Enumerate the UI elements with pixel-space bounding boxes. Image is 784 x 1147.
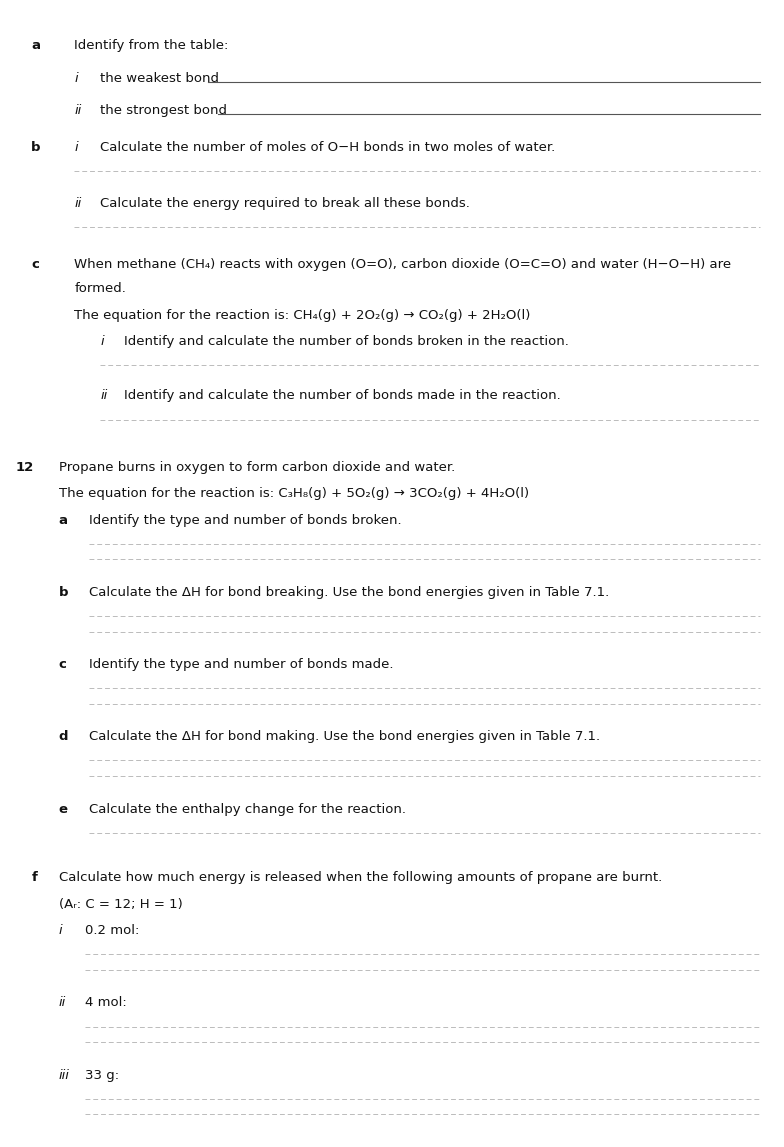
Text: (Aᵣ: C = 12; H = 1): (Aᵣ: C = 12; H = 1)	[59, 898, 183, 911]
Text: Identify the type and number of bonds made.: Identify the type and number of bonds ma…	[89, 658, 393, 671]
Text: Calculate how much energy is released when the following amounts of propane are : Calculate how much energy is released wh…	[59, 872, 662, 884]
Text: the strongest bond: the strongest bond	[100, 104, 227, 117]
Text: c: c	[59, 658, 67, 671]
Text: iii: iii	[59, 1069, 70, 1082]
Text: i: i	[74, 141, 78, 155]
Text: Identify the type and number of bonds broken.: Identify the type and number of bonds br…	[89, 514, 401, 526]
Text: ii: ii	[59, 997, 66, 1009]
Text: the weakest bond: the weakest bond	[100, 71, 220, 85]
Text: b: b	[31, 141, 41, 155]
Text: Calculate the ΔH for bond breaking. Use the bond energies given in Table 7.1.: Calculate the ΔH for bond breaking. Use …	[89, 586, 609, 599]
Text: ii: ii	[74, 197, 82, 210]
Text: 0.2 mol:: 0.2 mol:	[85, 924, 139, 937]
Text: formed.: formed.	[74, 282, 126, 295]
Text: i: i	[74, 71, 78, 85]
Text: e: e	[59, 803, 67, 816]
Text: b: b	[59, 586, 68, 599]
Text: Calculate the enthalpy change for the reaction.: Calculate the enthalpy change for the re…	[89, 803, 405, 816]
Text: Calculate the energy required to break all these bonds.: Calculate the energy required to break a…	[100, 197, 470, 210]
Text: Identify from the table:: Identify from the table:	[74, 39, 229, 52]
Text: The equation for the reaction is: CH₄(g) + 2O₂(g) → CO₂(g) + 2H₂O(l): The equation for the reaction is: CH₄(g)…	[74, 309, 531, 322]
Text: d: d	[59, 731, 68, 743]
Text: ii: ii	[74, 104, 82, 117]
Text: i: i	[100, 335, 104, 349]
Text: Calculate the number of moles of O−H bonds in two moles of water.: Calculate the number of moles of O−H bon…	[100, 141, 556, 155]
Text: 4 mol:: 4 mol:	[85, 997, 126, 1009]
Text: When methane (CH₄) reacts with oxygen (O=O), carbon dioxide (O=C=O) and water (H: When methane (CH₄) reacts with oxygen (O…	[74, 258, 731, 271]
Text: a: a	[59, 514, 67, 526]
Text: 12: 12	[16, 460, 34, 474]
Text: Calculate the ΔH for bond making. Use the bond energies given in Table 7.1.: Calculate the ΔH for bond making. Use th…	[89, 731, 600, 743]
Text: a: a	[31, 39, 40, 52]
Text: c: c	[31, 258, 39, 271]
Text: Propane burns in oxygen to form carbon dioxide and water.: Propane burns in oxygen to form carbon d…	[59, 460, 455, 474]
Text: Identify and calculate the number of bonds made in the reaction.: Identify and calculate the number of bon…	[124, 390, 561, 403]
Text: The equation for the reaction is: C₃H₈(g) + 5O₂(g) → 3CO₂(g) + 4H₂O(l): The equation for the reaction is: C₃H₈(g…	[59, 487, 529, 500]
Text: Identify and calculate the number of bonds broken in the reaction.: Identify and calculate the number of bon…	[124, 335, 568, 349]
Text: i: i	[59, 924, 63, 937]
Text: 33 g:: 33 g:	[85, 1069, 119, 1082]
Text: f: f	[31, 872, 37, 884]
Text: ii: ii	[100, 390, 107, 403]
